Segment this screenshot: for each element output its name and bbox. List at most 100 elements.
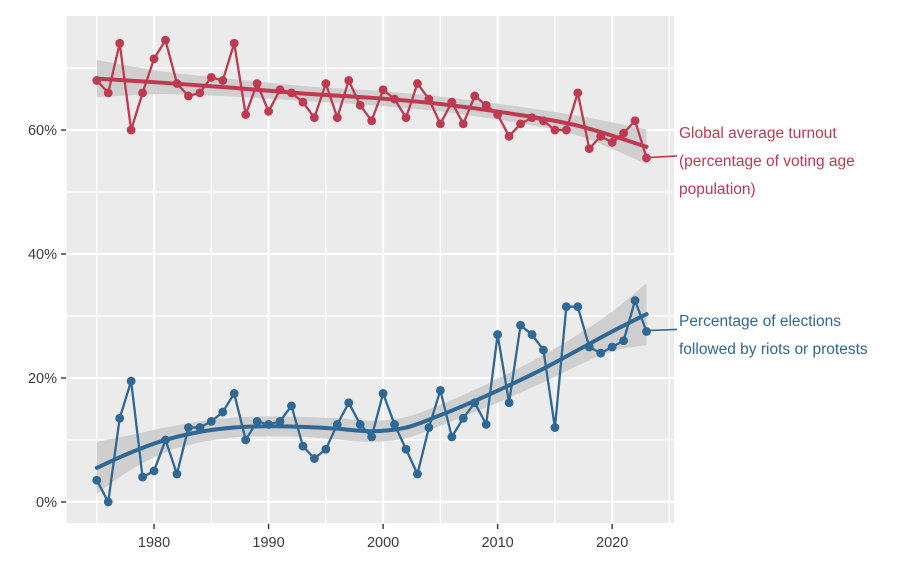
data-point	[550, 423, 560, 432]
data-point	[481, 420, 491, 429]
riots-annotation-line: Percentage of elections	[679, 313, 841, 330]
data-point	[619, 128, 629, 138]
data-point	[435, 385, 445, 395]
data-point	[103, 497, 113, 507]
data-point	[561, 125, 571, 135]
data-point	[378, 389, 388, 398]
data-point	[275, 85, 285, 95]
data-point	[252, 79, 262, 88]
data-point	[516, 320, 525, 330]
riots-annotation: Percentage of elections followed by riot…	[679, 308, 868, 364]
data-point	[184, 91, 193, 101]
data-point	[596, 131, 606, 141]
turnout-points	[92, 35, 651, 163]
axis-ticks	[61, 129, 613, 529]
data-point	[458, 119, 468, 129]
data-point	[252, 416, 262, 426]
data-point	[424, 94, 434, 104]
data-point	[195, 88, 205, 98]
x-tick-label: 2010	[481, 535, 513, 551]
data-point	[172, 469, 182, 479]
y-tick-label: 40%	[28, 247, 57, 263]
data-point	[401, 444, 411, 454]
data-point	[355, 100, 365, 110]
y-axis-labels: 0% 20% 40% 60%	[28, 123, 57, 511]
riots-annotation-line: followed by riots or protests	[679, 341, 868, 358]
data-point	[309, 113, 319, 123]
data-point	[332, 420, 342, 429]
riots-leader-line	[650, 328, 678, 332]
data-point	[126, 376, 136, 386]
data-point	[630, 296, 640, 305]
data-point	[527, 330, 537, 339]
data-point	[161, 435, 170, 445]
turnout-leader-line	[650, 155, 678, 159]
data-point	[287, 401, 296, 411]
y-tick-label: 20%	[28, 371, 57, 387]
data-point	[435, 119, 445, 129]
data-point	[92, 475, 102, 485]
data-point	[516, 119, 525, 129]
data-point	[504, 131, 514, 141]
data-point	[642, 153, 651, 163]
data-point	[607, 342, 617, 352]
x-axis-labels: 1980 1990 2000 2010 2020	[138, 535, 628, 551]
data-point	[92, 76, 102, 85]
data-point	[367, 432, 377, 442]
data-point	[378, 85, 388, 95]
x-tick-label: 2000	[367, 535, 399, 551]
data-point	[149, 466, 159, 476]
data-point	[390, 94, 399, 104]
data-point	[367, 116, 377, 126]
data-point	[458, 413, 468, 423]
data-point	[561, 302, 571, 312]
turnout-annotation: Global average turnout (percentage of vo…	[679, 120, 855, 204]
data-point	[447, 432, 457, 442]
data-point	[630, 116, 640, 126]
turnout-annotation-line: Global average turnout	[679, 125, 837, 142]
data-point	[573, 88, 583, 98]
data-point	[149, 54, 159, 64]
data-point	[229, 389, 239, 398]
data-point	[103, 88, 113, 98]
turnout-trend-line	[94, 76, 649, 149]
data-point	[424, 423, 434, 432]
data-point	[584, 342, 594, 352]
data-point	[642, 327, 651, 336]
data-point	[607, 138, 617, 147]
data-point	[596, 348, 606, 358]
data-point	[218, 76, 228, 85]
data-point	[206, 72, 216, 82]
y-tick-label: 0%	[36, 495, 57, 511]
data-point	[138, 88, 147, 98]
data-point	[309, 454, 319, 463]
data-point	[413, 79, 422, 88]
data-point	[619, 336, 629, 346]
data-point	[493, 330, 503, 339]
data-point	[470, 91, 480, 101]
data-point	[298, 97, 308, 107]
data-point	[573, 302, 583, 312]
data-point	[206, 416, 216, 426]
data-point	[275, 416, 285, 426]
data-point	[539, 116, 548, 126]
data-point	[344, 76, 354, 85]
data-point	[401, 113, 411, 123]
data-point	[332, 113, 342, 123]
x-tick-label: 1980	[138, 535, 170, 551]
data-point	[470, 398, 480, 408]
data-point	[229, 38, 239, 48]
data-point	[344, 398, 354, 408]
data-point	[241, 110, 251, 119]
x-tick-label: 1990	[252, 535, 284, 551]
data-point	[493, 110, 503, 119]
data-point	[172, 79, 182, 88]
turnout-annotation-line: (percentage of voting age	[679, 153, 855, 170]
data-point	[550, 125, 560, 135]
x-tick-label: 2020	[596, 535, 628, 551]
data-point	[539, 345, 548, 355]
data-point	[298, 441, 308, 451]
data-point	[321, 444, 331, 454]
data-point	[321, 79, 331, 88]
